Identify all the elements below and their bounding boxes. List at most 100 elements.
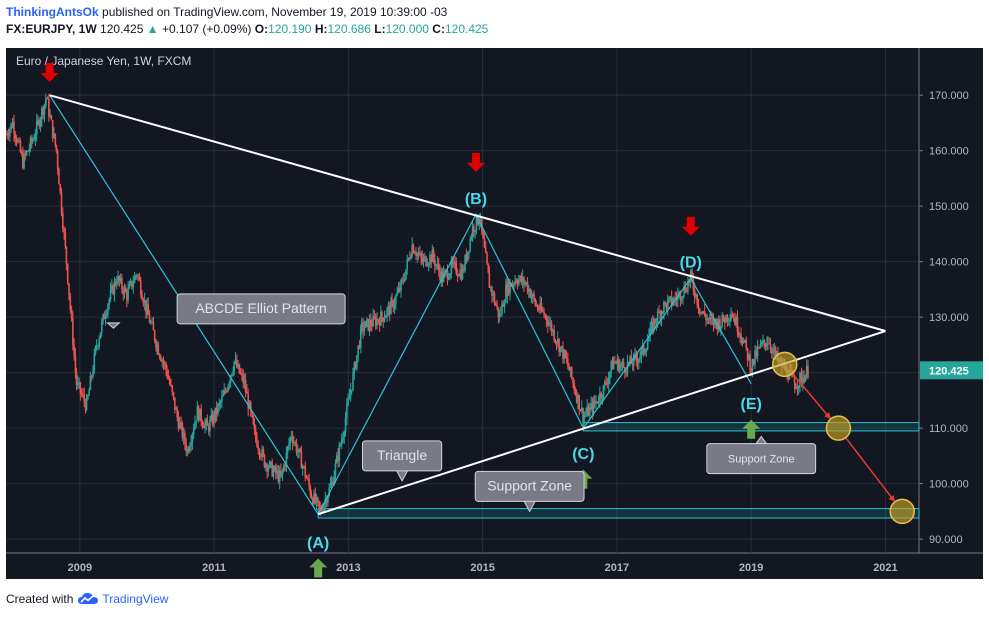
- callout-text: Triangle: [377, 447, 427, 463]
- candle-body: [575, 394, 578, 402]
- tradingview-cloud-icon: [78, 593, 99, 604]
- candle-body: [625, 372, 627, 374]
- candle-body: [25, 151, 28, 155]
- candle-body: [275, 466, 277, 474]
- candle-body: [42, 108, 44, 115]
- candle-body: [492, 293, 495, 296]
- candle-body: [54, 133, 57, 146]
- y-tick-label: 160.000: [929, 146, 969, 158]
- chart-header: ThinkingAntsOk published on TradingView.…: [6, 4, 986, 40]
- candle-body: [727, 319, 730, 321]
- candle-body: [362, 322, 364, 332]
- candle-body: [717, 319, 720, 330]
- candle-body: [317, 497, 319, 502]
- candle-body: [592, 400, 595, 413]
- candle-body: [270, 461, 272, 463]
- candle-body: [465, 255, 468, 261]
- candle-body: [207, 425, 210, 432]
- candle-body: [157, 344, 160, 355]
- candle-body: [644, 351, 646, 354]
- candle-body: [223, 390, 225, 395]
- candle-body: [543, 311, 545, 316]
- candle-body: [691, 271, 693, 280]
- candle-body: [280, 470, 282, 476]
- y-tick-label: 110.000: [929, 423, 968, 435]
- candle-body: [69, 295, 72, 310]
- last-price: 120.425: [100, 22, 144, 36]
- candle-body: [673, 298, 675, 303]
- candle-body: [499, 313, 502, 315]
- candle-body: [556, 339, 559, 344]
- candle-body: [552, 329, 554, 332]
- candle-body: [555, 341, 558, 344]
- candle-body: [793, 375, 796, 384]
- red-down-arrow-icon: [40, 62, 59, 82]
- candle-body: [323, 504, 325, 511]
- candle-body: [308, 478, 310, 487]
- candle-body: [100, 321, 103, 333]
- candle-body: [441, 271, 444, 282]
- candle-body: [435, 264, 437, 267]
- y-tick-label: 90.000: [929, 534, 963, 546]
- candle-body: [249, 402, 252, 412]
- candle-body: [204, 423, 206, 429]
- candle-body: [215, 407, 218, 415]
- candle-body: [752, 359, 755, 364]
- candle-body: [353, 362, 356, 373]
- candle-body: [416, 253, 419, 256]
- candle-body: [13, 122, 15, 135]
- candle-body: [6, 134, 7, 135]
- candle-body: [311, 498, 314, 505]
- candle-body: [715, 318, 717, 323]
- published-info: published on TradingView.com, November 1…: [102, 5, 448, 19]
- tradingview-brand[interactable]: TradingView: [102, 592, 169, 606]
- candle-body: [521, 277, 524, 283]
- candle-body: [115, 283, 118, 285]
- candle-body: [23, 153, 25, 168]
- candle-body: [525, 282, 528, 284]
- candle-body: [236, 359, 238, 368]
- candle-body: [319, 506, 321, 509]
- candle-body: [284, 465, 286, 467]
- candle-body: [562, 346, 564, 360]
- candle-body: [241, 373, 243, 375]
- symbol-label: FX:EURJPY, 1W: [6, 22, 97, 36]
- candle-body: [229, 375, 232, 383]
- candle-body: [105, 312, 108, 316]
- candle-body: [412, 244, 415, 253]
- candle-body: [487, 263, 490, 273]
- candle-body: [805, 366, 808, 376]
- candle-body: [475, 215, 478, 231]
- candle-body: [397, 287, 400, 293]
- candle-body: [303, 466, 305, 467]
- candle-body: [93, 353, 96, 371]
- candle-body: [296, 451, 299, 453]
- candle-body: [309, 486, 312, 496]
- candle-body: [534, 298, 537, 305]
- candle-body: [117, 276, 119, 284]
- candle-body: [668, 297, 670, 300]
- candles-group: [6, 93, 809, 516]
- candle-body: [530, 296, 533, 298]
- candle-body: [606, 383, 609, 385]
- candle-body: [645, 349, 648, 352]
- candle-body: [70, 309, 73, 319]
- candle-body: [545, 315, 548, 321]
- candle-body: [97, 345, 99, 347]
- candle-body: [559, 346, 562, 352]
- candle-body: [771, 349, 773, 354]
- candle-body: [617, 358, 620, 372]
- price-chart[interactable]: 170.000160.000150.000140.000130.000120.0…: [6, 48, 983, 579]
- candle-body: [396, 292, 398, 296]
- candle-body: [298, 448, 300, 452]
- candle-body: [118, 276, 121, 282]
- candle-body: [493, 293, 496, 304]
- candle-body: [426, 265, 429, 267]
- candle-body: [629, 356, 631, 364]
- candle-body: [390, 300, 392, 315]
- candle-body: [411, 244, 413, 256]
- author-name[interactable]: ThinkingAntsOk: [6, 5, 99, 19]
- candle-body: [232, 370, 235, 374]
- candle-body: [567, 358, 569, 366]
- candle-body: [696, 294, 698, 305]
